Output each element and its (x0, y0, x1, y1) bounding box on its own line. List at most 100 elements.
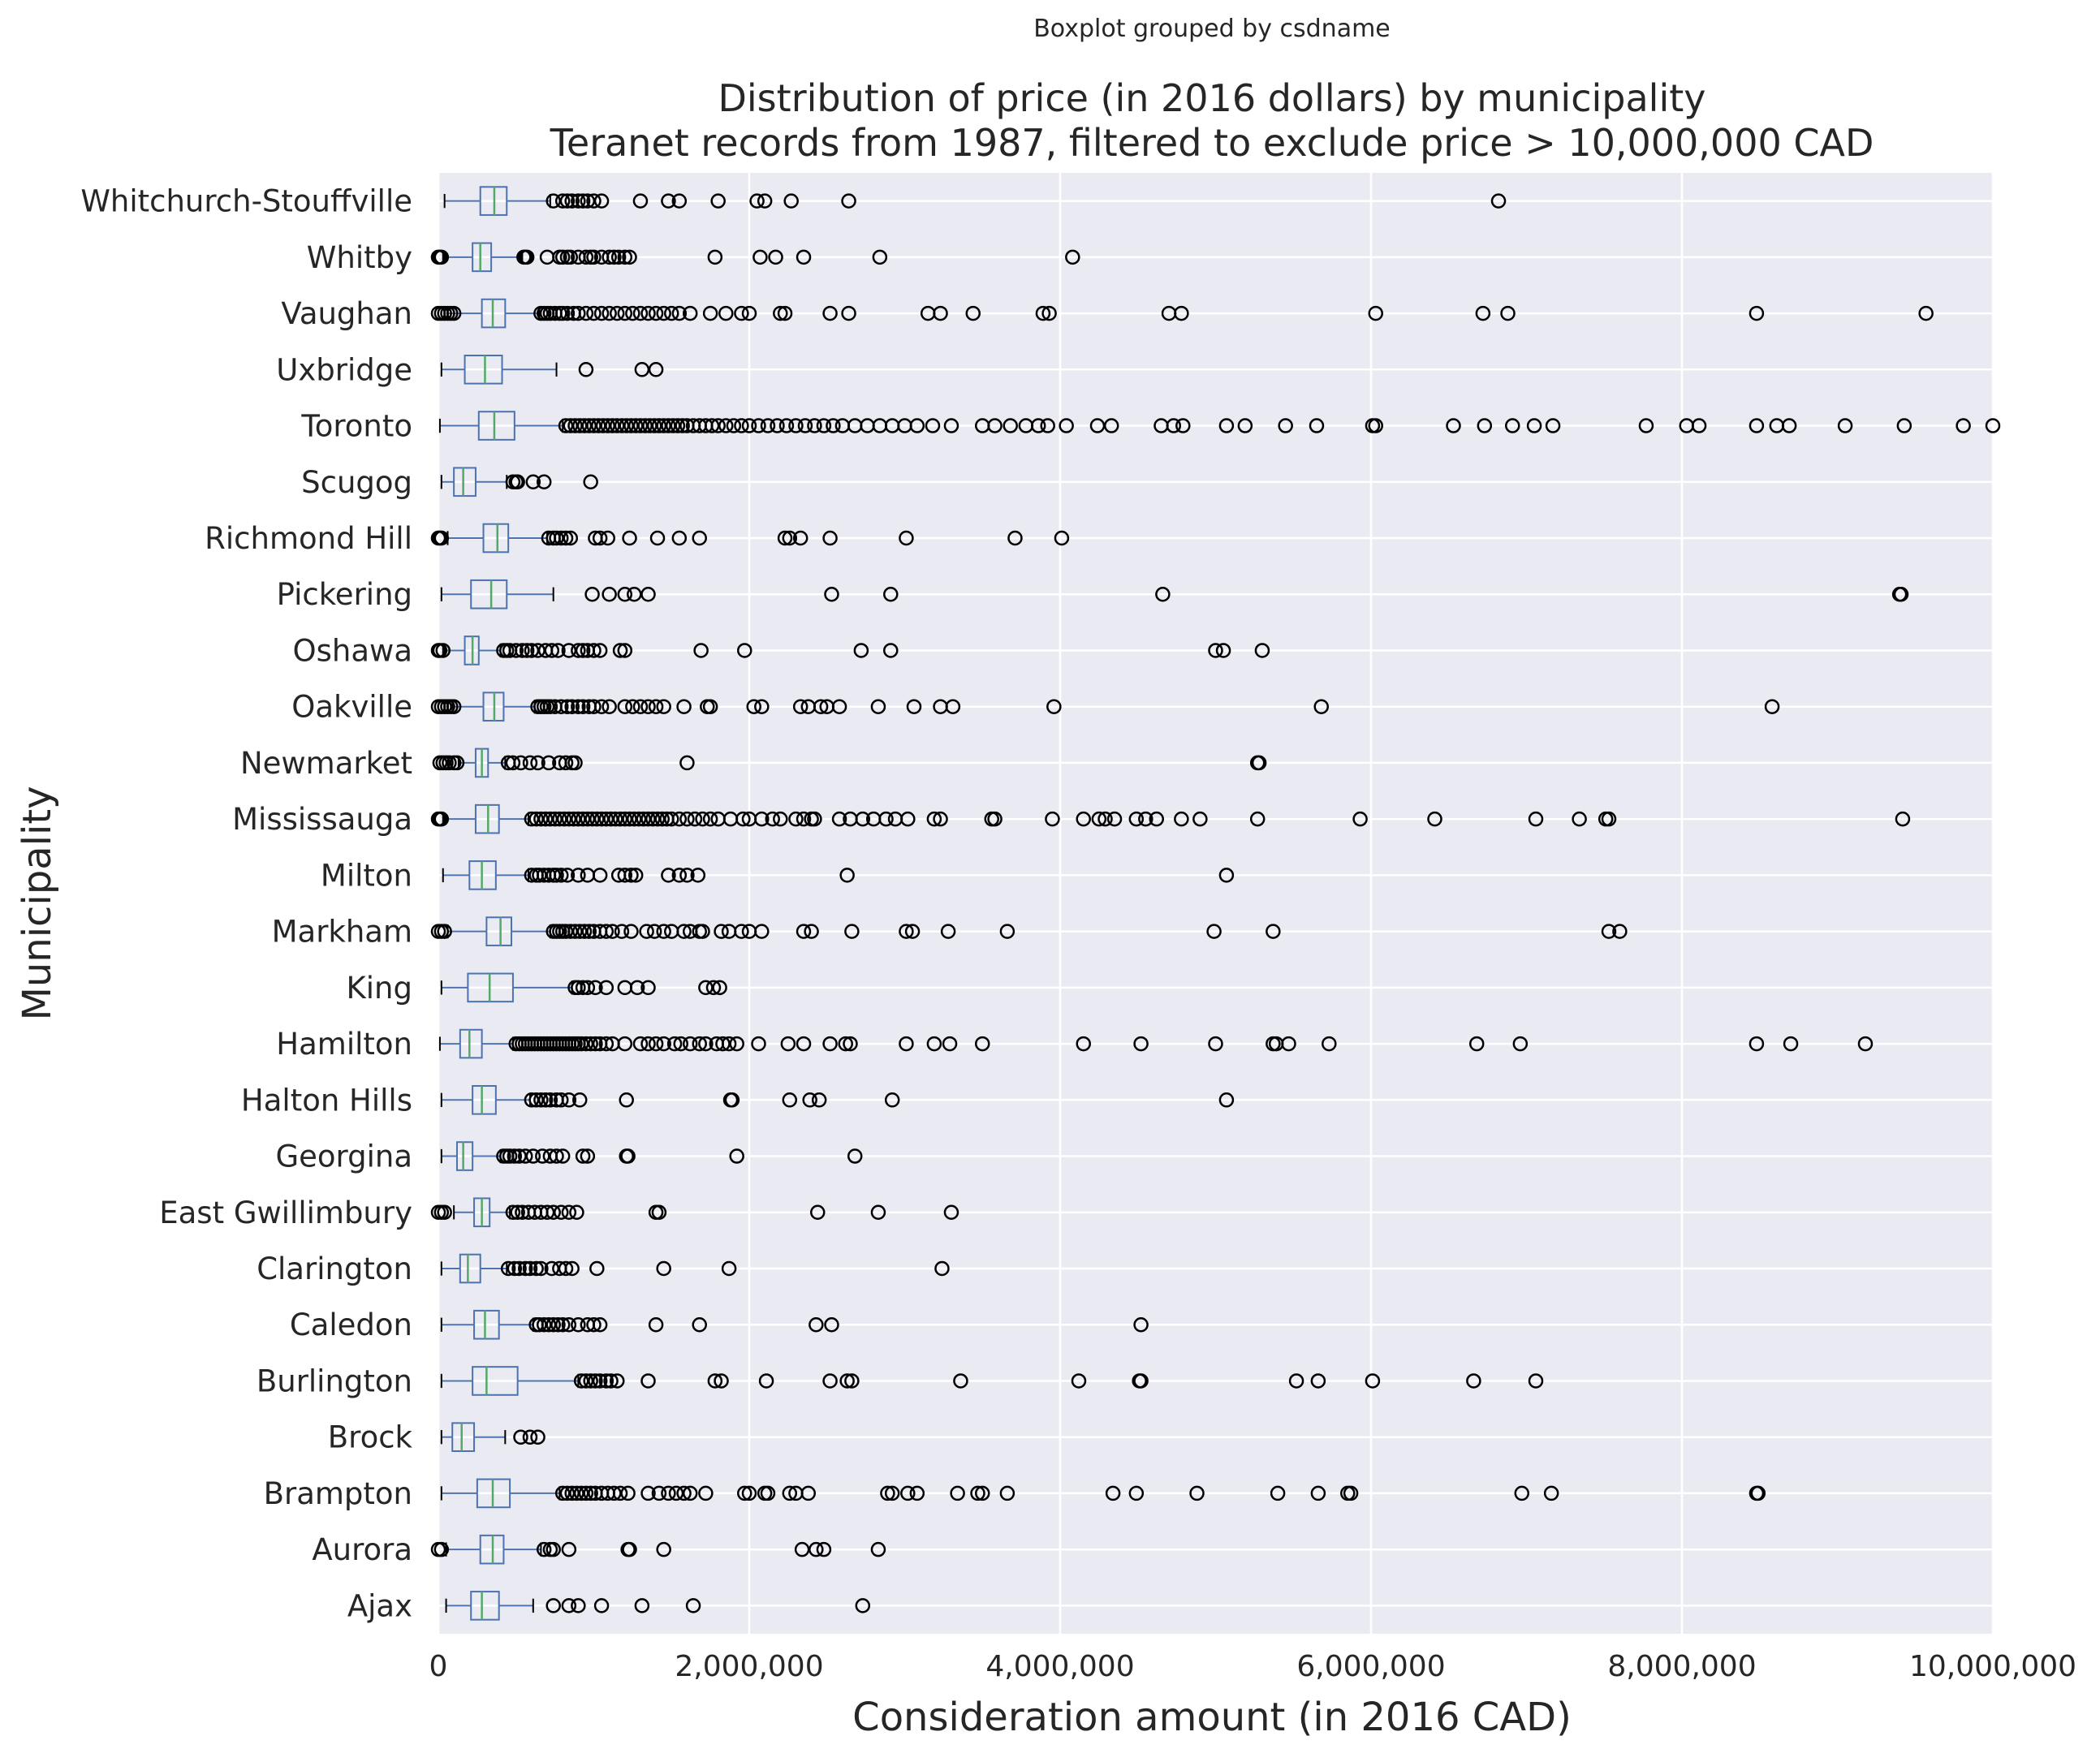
outlier-point (517, 1148, 533, 1164)
outlier-point (666, 1036, 683, 1052)
outlier-point (752, 249, 768, 265)
outlier-point (671, 811, 688, 827)
outlier-point (592, 1373, 608, 1389)
outlier-point (571, 699, 586, 714)
outlier-point (1857, 1036, 1874, 1052)
outlier-point (670, 418, 686, 433)
outlier-point (593, 305, 610, 321)
outlier-point (1313, 699, 1329, 714)
outlier-point (855, 1598, 871, 1613)
outlier-point (558, 755, 574, 771)
outlier-point (639, 924, 654, 939)
y-tick-labels: Whitchurch-Stouffville Whitby Vaughan Uxbri… (80, 184, 412, 1624)
outlier-point (1893, 586, 1909, 602)
outlier-point (809, 1541, 824, 1557)
outlier-point (844, 924, 860, 939)
outlier-point (702, 811, 718, 827)
outlier-point (702, 305, 718, 321)
outlier-point (505, 1204, 521, 1221)
outlier-point (1071, 1373, 1087, 1389)
outlier-point (656, 1036, 671, 1052)
outlier-point (1133, 1373, 1149, 1389)
outlier-point (945, 699, 961, 714)
outlier-point (1046, 699, 1062, 714)
outlier-point (822, 1036, 838, 1052)
outlier-point (575, 699, 591, 714)
outlier-point (1189, 1485, 1205, 1501)
outlier-point (792, 530, 809, 546)
x-tick-label: 10,000,000 (1909, 1650, 2076, 1683)
outlier-point (617, 868, 633, 883)
outlier-point (612, 643, 628, 658)
outlier-point (435, 643, 451, 658)
outlier-point (513, 1429, 528, 1445)
outlier-point (578, 305, 594, 321)
outlier-point (433, 1541, 450, 1557)
outlier-point (510, 1204, 525, 1221)
outlier-point (1133, 1316, 1149, 1333)
outlier-point (1543, 1485, 1559, 1501)
outlier-point (522, 755, 538, 771)
outlier-point (541, 755, 557, 771)
outlier-point (777, 530, 793, 546)
outlier-point (610, 249, 627, 265)
outlier-point (575, 1148, 591, 1164)
outlier-point (545, 1204, 561, 1221)
box-group (443, 186, 1507, 216)
outlier-point (940, 924, 956, 939)
outlier-point (661, 868, 676, 883)
outlier-point (571, 868, 586, 883)
outlier-point (707, 1373, 723, 1389)
x-tick-label: 0 (429, 1650, 448, 1683)
outlier-point (768, 249, 783, 265)
outlier-point (1278, 418, 1293, 433)
box-iqr (451, 1422, 476, 1453)
outlier-point (507, 1148, 523, 1164)
outlier-point (1174, 811, 1189, 827)
outlier-point (1477, 418, 1493, 433)
outlier-point (702, 699, 718, 714)
outlier-point (433, 811, 450, 827)
outlier-point (603, 1373, 619, 1389)
outlier-point (999, 924, 1016, 939)
x-tick-label: 6,000,000 (1296, 1650, 1445, 1683)
outlier-point (749, 193, 765, 209)
outlier-point (788, 811, 804, 827)
box-group (430, 1197, 959, 1228)
outlier-point (648, 699, 664, 714)
outlier-point (567, 755, 583, 771)
outlier-point (576, 924, 593, 939)
outlier-point (1528, 811, 1544, 827)
outlier-point (1128, 1485, 1145, 1501)
outlier-point (589, 1260, 605, 1277)
outlier-point (1106, 811, 1123, 827)
outlier-point (831, 699, 847, 714)
box-group (438, 411, 2001, 441)
box-group (440, 467, 598, 498)
outlier-point (880, 1485, 895, 1501)
outlier-point (692, 1036, 707, 1052)
outlier-point (782, 1485, 798, 1501)
outlier-point (853, 643, 869, 658)
x-tick-label: 2,000,000 (675, 1650, 823, 1683)
outlier-point (822, 530, 838, 546)
outlier-point (640, 1036, 656, 1052)
outlier-point (1208, 643, 1223, 658)
outlier-point (1310, 1485, 1326, 1501)
outlier-point (804, 924, 819, 939)
outlier-point (528, 1260, 544, 1277)
outlier-point (1105, 1485, 1121, 1501)
outlier-point (602, 586, 617, 602)
outlier-point (564, 699, 580, 714)
outlier-point (1427, 811, 1442, 827)
box-group (440, 579, 1909, 610)
outlier-point (571, 1316, 586, 1333)
outlier-point (1505, 418, 1520, 433)
outlier-point (671, 305, 688, 321)
y-tick-label: East Gwillimbury (159, 1195, 412, 1230)
outlier-point (625, 305, 640, 321)
y-tick-label: Brampton (264, 1476, 412, 1511)
outlier-point (1007, 530, 1023, 546)
outlier-point (571, 1598, 586, 1613)
outlier-point (807, 418, 822, 433)
